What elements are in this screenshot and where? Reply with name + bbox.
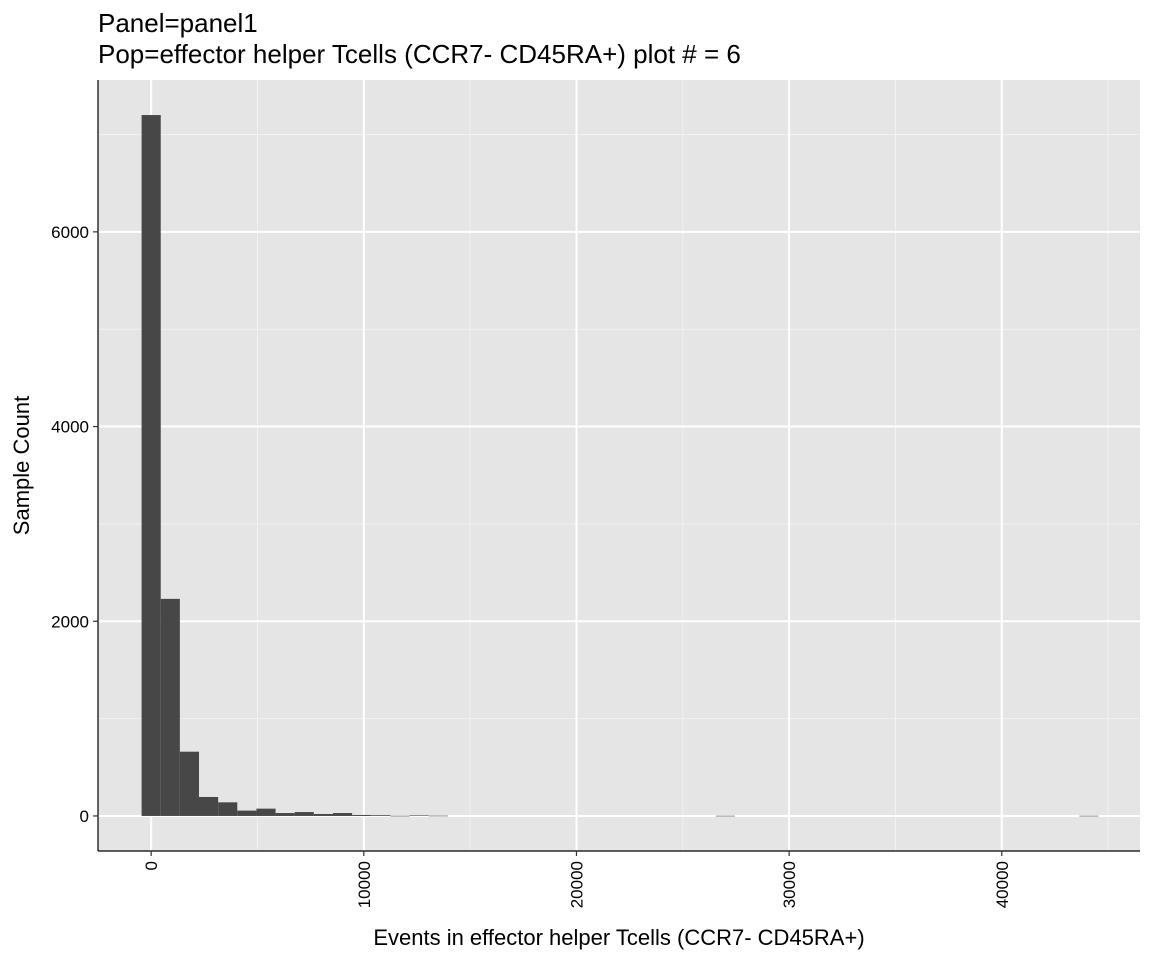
plot-panel-background: [98, 80, 1140, 851]
grid-minor: [98, 80, 1140, 851]
histogram-bar: [256, 808, 276, 816]
histogram-bar: [352, 814, 372, 816]
x-tick-label: 30000: [780, 861, 799, 908]
histogram-bar: [141, 115, 161, 816]
histogram-bar: [390, 815, 410, 817]
histogram-bar: [332, 813, 353, 816]
histogram-bar: [715, 815, 735, 817]
histogram-bar: [313, 814, 333, 816]
chart-title-line2: Pop=effector helper Tcells (CCR7- CD45RA…: [98, 39, 741, 69]
histogram-bars: [141, 115, 1099, 817]
x-axis-ticks: 0 10000 20000 30000 40000: [142, 851, 1012, 908]
histogram-bar: [218, 802, 238, 816]
y-tick-label: 0: [80, 807, 89, 826]
histogram-bar: [275, 813, 295, 816]
histogram-bar: [199, 796, 219, 816]
histogram-bar: [1079, 815, 1099, 817]
histogram-bar: [409, 815, 429, 816]
y-tick-label: 2000: [51, 612, 89, 631]
histogram-bar: [428, 815, 448, 817]
y-axis-title: Sample Count: [9, 396, 34, 535]
histogram-bar: [160, 598, 180, 816]
histogram-bar: [237, 810, 257, 816]
x-axis-title: Events in effector helper Tcells (CCR7- …: [373, 925, 864, 950]
x-tick-label: 10000: [355, 861, 374, 908]
y-axis-ticks: 0 2000 4000 6000: [51, 223, 98, 826]
x-tick-label: 20000: [567, 861, 586, 908]
chart-title-line1: Panel=panel1: [98, 8, 258, 38]
histogram-bar: [294, 812, 314, 816]
y-tick-label: 4000: [51, 418, 89, 437]
x-tick-label: 40000: [993, 861, 1012, 908]
histogram-bar: [179, 751, 200, 816]
axes: [97, 80, 1140, 852]
y-tick-label: 6000: [51, 223, 89, 242]
histogram-bar: [371, 815, 391, 816]
x-tick-label: 0: [142, 861, 161, 870]
